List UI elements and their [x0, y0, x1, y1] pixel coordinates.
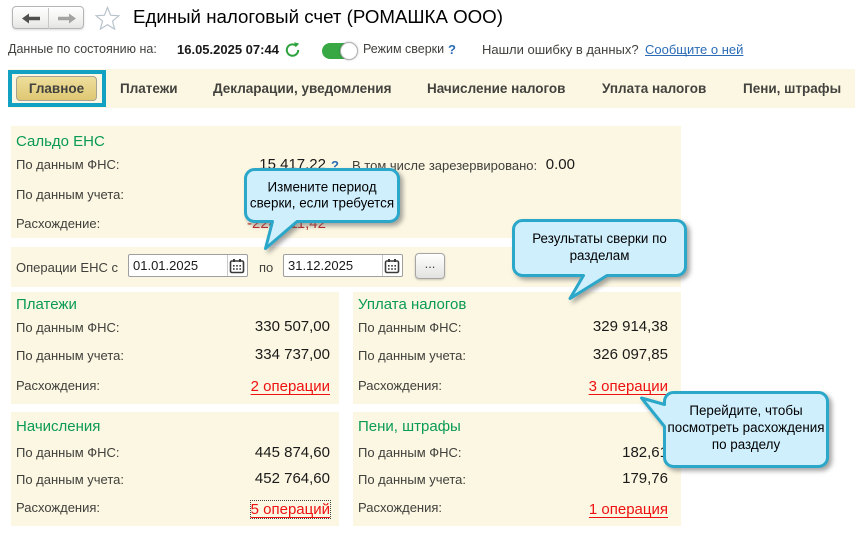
- svg-text:посмотреть расхождения: посмотреть расхождения: [668, 420, 825, 435]
- svg-text:разделам: разделам: [570, 248, 630, 263]
- svg-text:по разделу: по разделу: [712, 437, 781, 452]
- svg-text:сверки, если требуется: сверки, если требуется: [250, 196, 394, 211]
- svg-text:Измените период: Измените период: [267, 180, 376, 195]
- svg-text:Перейдите, чтобы: Перейдите, чтобы: [689, 403, 802, 418]
- svg-text:Результаты сверки по: Результаты сверки по: [532, 231, 667, 246]
